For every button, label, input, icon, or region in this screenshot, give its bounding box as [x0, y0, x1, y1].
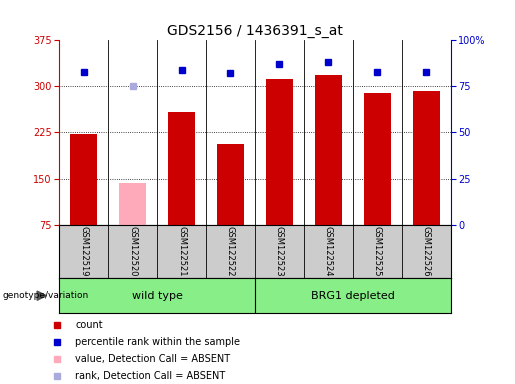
Bar [168, 112, 195, 225]
Bar [119, 183, 146, 225]
Text: wild type: wild type [132, 291, 182, 301]
Text: GSM122519: GSM122519 [79, 226, 88, 277]
Text: GSM122520: GSM122520 [128, 226, 137, 277]
Text: rank, Detection Call = ABSENT: rank, Detection Call = ABSENT [75, 371, 225, 381]
Text: genotype/variation: genotype/variation [3, 291, 89, 300]
Bar [70, 134, 97, 225]
Bar [413, 91, 440, 225]
Text: value, Detection Call = ABSENT: value, Detection Call = ABSENT [75, 354, 230, 364]
Text: BRG1 depleted: BRG1 depleted [311, 291, 394, 301]
Text: GSM122525: GSM122525 [373, 226, 382, 277]
Text: GSM122526: GSM122526 [422, 226, 431, 277]
Title: GDS2156 / 1436391_s_at: GDS2156 / 1436391_s_at [167, 24, 343, 38]
Bar [266, 79, 293, 225]
Bar [217, 144, 244, 225]
Text: GSM122521: GSM122521 [177, 226, 186, 277]
Text: GSM122523: GSM122523 [275, 226, 284, 277]
Bar [364, 93, 391, 225]
Bar [315, 75, 342, 225]
Text: GSM122522: GSM122522 [226, 226, 235, 277]
Text: percentile rank within the sample: percentile rank within the sample [75, 337, 240, 347]
Text: count: count [75, 320, 102, 330]
Text: GSM122524: GSM122524 [324, 226, 333, 277]
